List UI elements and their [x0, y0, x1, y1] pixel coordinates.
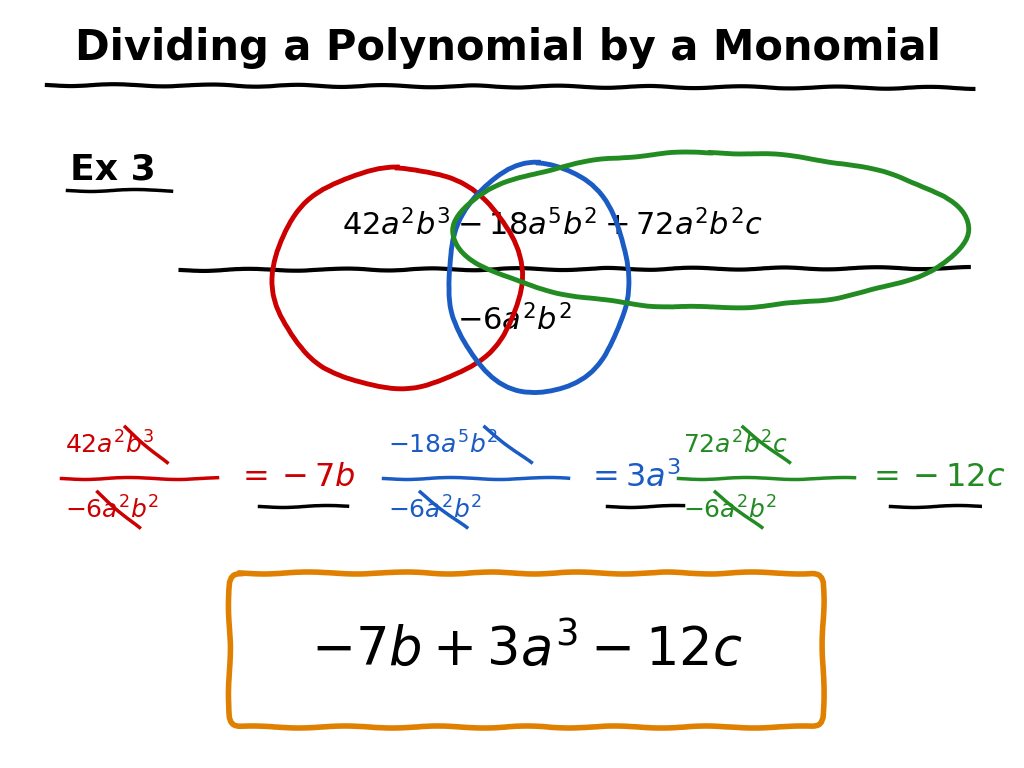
Text: $-6a^2b^2$: $-6a^2b^2$	[388, 496, 482, 524]
Text: $-7b+3a^3-12c$: $-7b+3a^3-12c$	[310, 624, 742, 677]
Text: $42a^2b^3$: $42a^2b^3$	[66, 432, 155, 458]
Text: $-6a^2b^2$: $-6a^2b^2$	[457, 304, 571, 336]
Text: $-18a^5b^2$: $-18a^5b^2$	[388, 432, 498, 458]
Text: Dividing a Polynomial by a Monomial: Dividing a Polynomial by a Monomial	[75, 27, 941, 69]
Text: $= 3a^3$: $= 3a^3$	[586, 462, 681, 495]
Text: $= -7b$: $= -7b$	[236, 462, 355, 494]
Text: $72a^2b^2c$: $72a^2b^2c$	[683, 432, 788, 458]
FancyBboxPatch shape	[229, 573, 823, 727]
Text: $= -12c$: $= -12c$	[867, 462, 1006, 494]
Text: $-6a^2b^2$: $-6a^2b^2$	[683, 496, 777, 524]
Text: $-6a^2b^2$: $-6a^2b^2$	[66, 496, 160, 524]
Text: Ex 3: Ex 3	[70, 153, 156, 187]
Text: $42a^2b^3-18a^5b^2+72a^2b^2c$: $42a^2b^3-18a^5b^2+72a^2b^2c$	[342, 209, 763, 241]
